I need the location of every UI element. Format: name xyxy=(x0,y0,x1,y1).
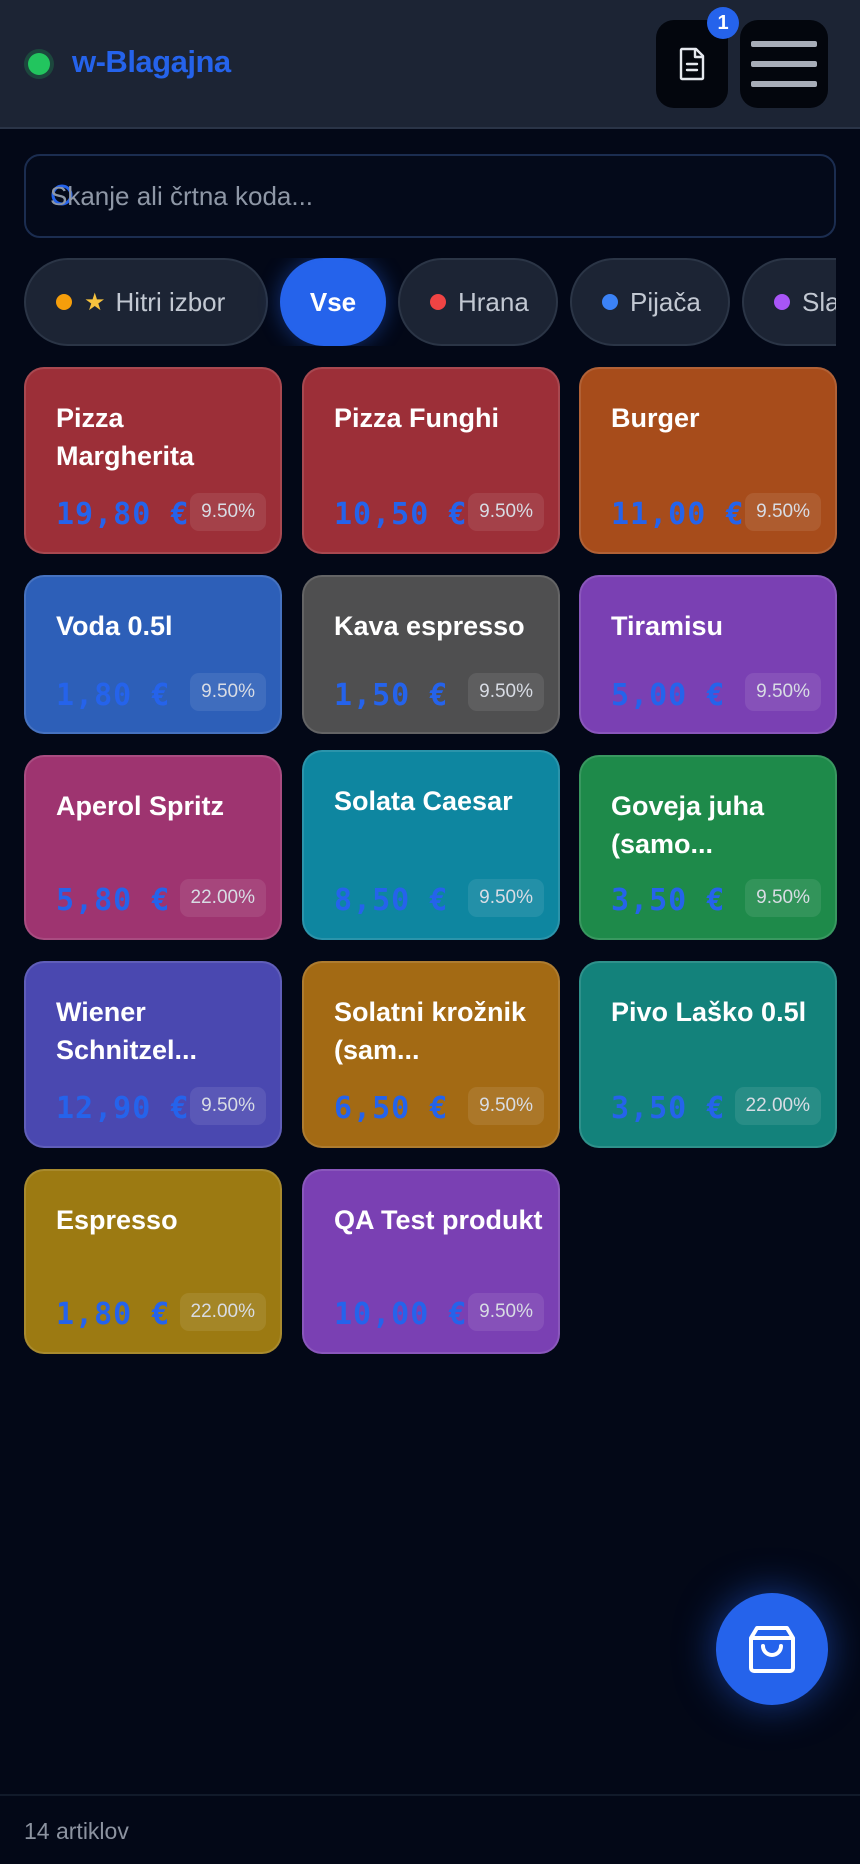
product-card[interactable]: Kava espresso 1,50 € 9.50% xyxy=(302,575,560,734)
star-icon: ★ xyxy=(84,288,106,316)
product-price: 1,80 € xyxy=(56,1297,171,1332)
vat-rate-badge: 9.50% xyxy=(468,1087,544,1125)
product-name: Wiener Schnitzel... xyxy=(56,997,198,1065)
product-price: 1,50 € xyxy=(334,678,449,713)
vat-rate-badge: 9.50% xyxy=(745,493,821,531)
product-name: Solatni krožnik (sam... xyxy=(334,997,527,1065)
vat-rate-badge: 9.50% xyxy=(468,879,544,917)
product-price: 5,80 € xyxy=(56,883,171,918)
product-name: Pizza Margherita xyxy=(56,403,195,471)
product-card[interactable]: Solata Caesar 8,50 € 9.50% xyxy=(302,750,560,940)
product-name: Aperol Spritz xyxy=(56,791,225,821)
category-chip-sla[interactable]: Sla xyxy=(742,258,836,346)
product-name: QA Test produkt xyxy=(334,1205,543,1235)
product-card[interactable]: Solatni krožnik (sam... 6,50 € 9.50% xyxy=(302,961,560,1148)
vat-rate-badge: 9.50% xyxy=(468,493,544,531)
cart-button[interactable] xyxy=(716,1593,828,1705)
product-card[interactable]: Wiener Schnitzel... 12,90 € 9.50% xyxy=(24,961,282,1148)
product-price: 1,80 € xyxy=(56,678,171,713)
category-label: Pijača xyxy=(630,286,701,317)
category-dot xyxy=(56,294,72,310)
document-icon xyxy=(679,47,705,81)
category-label: Hitri izbor xyxy=(115,286,226,317)
product-card[interactable]: Goveja juha (samo... 3,50 € 9.50% xyxy=(579,755,837,940)
vat-rate-badge: 22.00% xyxy=(179,1293,266,1331)
product-card[interactable]: Pizza Margherita 19,80 € 9.50% xyxy=(24,367,282,554)
vat-rate-badge: 9.50% xyxy=(190,1087,266,1125)
category-chip-hrana[interactable]: Hrana xyxy=(398,258,558,346)
vat-rate-badge: 9.50% xyxy=(745,879,821,917)
app-title: w-Blagajna xyxy=(72,44,231,79)
product-price: 6,50 € xyxy=(334,1091,449,1126)
menu-button[interactable] xyxy=(740,20,828,108)
category-dot xyxy=(430,294,446,310)
category-label: Sla xyxy=(802,286,836,317)
product-price: 19,80 € xyxy=(56,497,190,532)
product-name: Burger xyxy=(611,403,700,433)
documents-count-badge: 1 xyxy=(707,7,739,39)
category-dot xyxy=(602,294,618,310)
search-box xyxy=(24,154,836,238)
vat-rate-badge: 9.50% xyxy=(468,1293,544,1331)
product-price: 11,00 € xyxy=(611,497,745,532)
top-bar: w-Blagajna 1 xyxy=(0,0,860,129)
product-name: Voda 0.5l xyxy=(56,611,173,641)
product-name: Solata Caesar xyxy=(334,786,513,816)
category-chip-hitri-izbor[interactable]: ★ Hitri izbor xyxy=(24,258,268,346)
product-price: 3,50 € xyxy=(611,883,726,918)
product-card[interactable]: Pizza Funghi 10,50 € 9.50% xyxy=(302,367,560,554)
hamburger-menu-icon xyxy=(751,41,817,47)
product-name: Pizza Funghi xyxy=(334,403,499,433)
category-chip-pijaca[interactable]: Pijača xyxy=(570,258,730,346)
product-name: Tiramisu xyxy=(611,611,724,641)
vat-rate-badge: 22.00% xyxy=(179,879,266,917)
product-count: 14 artiklov xyxy=(24,1818,129,1844)
product-card[interactable]: Voda 0.5l 1,80 € 9.50% xyxy=(24,575,282,734)
vat-rate-badge: 9.50% xyxy=(745,673,821,711)
product-price: 8,50 € xyxy=(334,883,449,918)
vat-rate-badge: 9.50% xyxy=(468,673,544,711)
product-name: Kava espresso xyxy=(334,611,525,641)
product-card[interactable]: QA Test produkt 10,00 € 9.50% xyxy=(302,1169,560,1354)
status-footer: 14 artiklov xyxy=(0,1794,860,1864)
product-price: 10,50 € xyxy=(334,497,468,532)
product-name: Goveja juha (samo... xyxy=(611,791,765,859)
product-card[interactable]: Aperol Spritz 5,80 € 22.00% xyxy=(24,755,282,940)
vat-rate-badge: 9.50% xyxy=(190,673,266,711)
shopping-bag-icon xyxy=(749,1626,795,1673)
product-card[interactable]: Burger 11,00 € 9.50% xyxy=(579,367,837,554)
vat-rate-badge: 22.00% xyxy=(734,1087,821,1125)
product-name: Espresso xyxy=(56,1205,178,1235)
product-price: 5,00 € xyxy=(611,678,726,713)
vat-rate-badge: 9.50% xyxy=(190,493,266,531)
product-price: 12,90 € xyxy=(56,1091,190,1126)
product-price: 3,50 € xyxy=(611,1091,726,1126)
category-label: Hrana xyxy=(458,286,529,317)
category-chip-vse[interactable]: Vse xyxy=(280,258,386,346)
online-status-indicator xyxy=(28,53,50,75)
category-filter-bar[interactable]: ★ Hitri izbor Vse Hrana Pijača Sla xyxy=(24,258,836,346)
category-dot xyxy=(774,294,790,310)
product-card[interactable]: Espresso 1,80 € 22.00% xyxy=(24,1169,282,1354)
product-price: 10,00 € xyxy=(334,1297,468,1332)
product-name: Pivo Laško 0.5l xyxy=(611,997,807,1027)
product-card[interactable]: Pivo Laško 0.5l 3,50 € 22.00% xyxy=(579,961,837,1148)
search-input[interactable] xyxy=(50,156,810,236)
product-card[interactable]: Tiramisu 5,00 € 9.50% xyxy=(579,575,837,734)
category-label: Vse xyxy=(309,286,357,317)
